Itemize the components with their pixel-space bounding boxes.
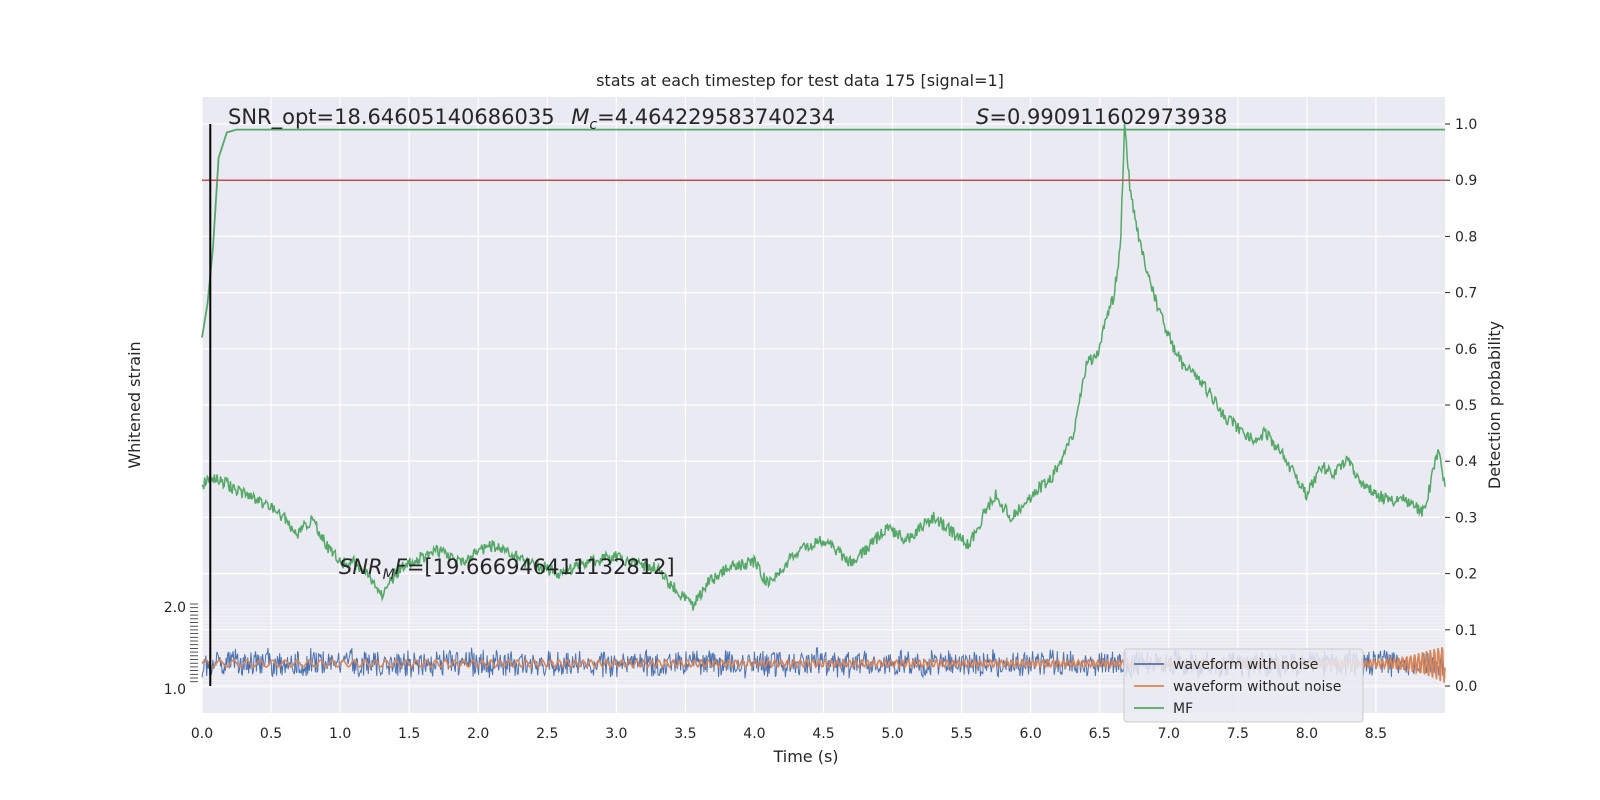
y-tick-label: 0.9	[1455, 173, 1477, 189]
x-tick-label: 0.0	[191, 726, 213, 742]
x-tick-label: 4.5	[812, 726, 834, 742]
series-mf	[201, 123, 1446, 611]
y-tick-label: 0.7	[1455, 286, 1477, 302]
x-tick-label: 7.5	[1227, 726, 1249, 742]
legend-label-noise: waveform with noise	[1173, 657, 1318, 673]
mc-value: =4.464229583740234	[597, 105, 835, 129]
mf-series	[201, 123, 1446, 611]
s-value: =0.990911602973938	[989, 105, 1227, 129]
mc-symbol: M	[571, 105, 589, 129]
x-axis-label: Time (s)	[772, 747, 838, 766]
y-tick-label: 0.4	[1455, 454, 1477, 470]
y-tick-label: 0.3	[1455, 510, 1477, 526]
y-tick-label: 0.5	[1455, 398, 1477, 414]
y-tick-left-top: 2.0	[164, 600, 186, 616]
y-ticks-right: 0.0 0.1 0.2 0.3 0.4 0.5 0.6 0.7 0.8 0.9 1.0	[1445, 117, 1477, 695]
x-tick-label: 6.0	[1020, 726, 1042, 742]
snr-mf-symbol: SNR	[339, 555, 383, 579]
y-tick-label: 0.1	[1455, 623, 1477, 639]
mc-subscript: c	[589, 117, 597, 133]
y-tick-label: 1.0	[1455, 117, 1477, 133]
x-tick-label: 3.5	[674, 726, 696, 742]
legend-box	[1123, 648, 1364, 723]
x-tick-label: 4.0	[743, 726, 765, 742]
s-annotation: S=0.990911602973938	[976, 105, 1227, 129]
x-tick-label: 2.0	[467, 726, 489, 742]
y-axis-label-left: Whitened strain	[125, 341, 144, 468]
series-probability	[201, 128, 1445, 338]
grid	[201, 97, 1445, 713]
reference-lines	[202, 124, 1445, 686]
legend-label-mf: MF	[1173, 701, 1193, 717]
x-tick-label: 3.0	[605, 726, 627, 742]
x-tick-label: 8.5	[1365, 726, 1387, 742]
x-ticks: 0.0 0.5 1.0 1.5 2.0 2.5 3.0 3.5 4.0 4.5 5.0 5.5 6.0 6…	[191, 726, 1387, 742]
snr-mf-value: =[19.666946411132812]	[407, 555, 675, 579]
y-ticks-left: 2.0 1.0	[164, 600, 198, 698]
x-tick-label: 8.0	[1296, 726, 1318, 742]
x-tick-label: 7.0	[1158, 726, 1180, 742]
y-tick-label: 0.6	[1455, 342, 1477, 358]
x-tick-label: 1.5	[398, 726, 420, 742]
y-axis-label-right: Detection probability	[1485, 321, 1504, 489]
s-symbol: S	[976, 105, 989, 129]
chart-title: stats at each timestep for test data 175…	[596, 71, 1004, 90]
y-tick-left-bottom: 1.0	[164, 682, 186, 698]
snr-mf-subscript: M	[383, 567, 395, 583]
y-tick-label: 0.8	[1455, 229, 1477, 245]
x-tick-label: 6.5	[1089, 726, 1111, 742]
x-tick-label: 2.5	[536, 726, 558, 742]
snr-opt-text: SNR_opt=18.64605140686035	[228, 105, 555, 130]
x-tick-label: 5.5	[950, 726, 972, 742]
snr-mf-f: F	[395, 555, 408, 579]
legend: waveform with noise waveform without noi…	[1123, 648, 1364, 723]
legend-label-signal: waveform without noise	[1173, 679, 1341, 695]
snr-mf-annotation: SNRMF=[19.666946411132812]	[339, 555, 675, 583]
y-tick-label: 0.0	[1455, 679, 1477, 695]
x-tick-label: 0.5	[260, 726, 282, 742]
x-tick-label: 1.0	[329, 726, 351, 742]
y-tick-label: 0.2	[1455, 567, 1477, 583]
x-tick-label: 5.0	[881, 726, 903, 742]
snr-opt-annotation: SNR_opt=18.64605140686035 Mc=4.464229583…	[228, 105, 835, 133]
